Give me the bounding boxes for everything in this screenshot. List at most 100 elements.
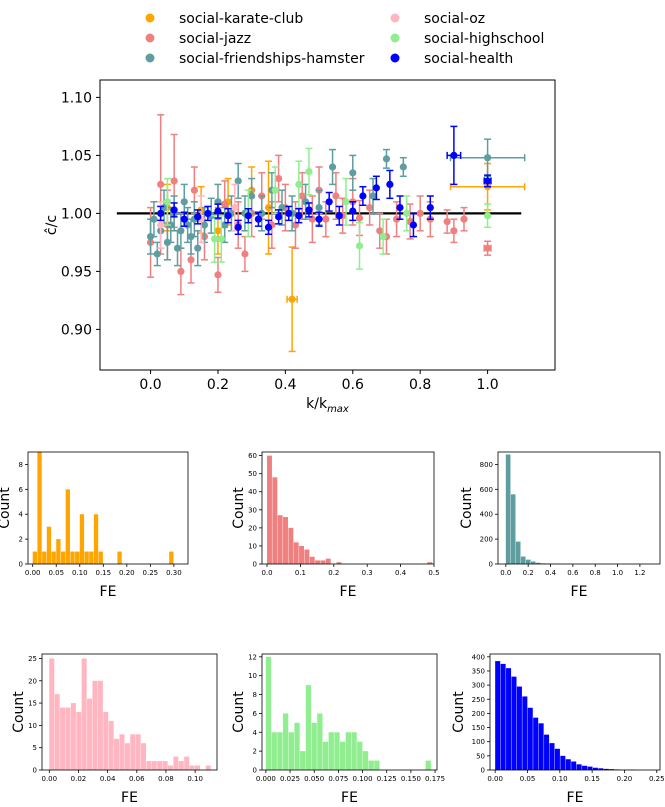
y-tick-label: 1.10: [61, 90, 92, 106]
histogram-bar: [194, 765, 200, 770]
data-point: [194, 230, 202, 267]
x-tick-label: 0.08: [158, 775, 174, 783]
marker: [379, 233, 387, 241]
histogram-bar: [565, 759, 571, 770]
y-tick-label: 0.90: [61, 322, 92, 338]
histogram-bar: [535, 562, 541, 564]
y-tick-label: 200: [480, 536, 493, 544]
data-point: [426, 195, 434, 220]
y-tick-label: 1.05: [61, 148, 92, 164]
y-tick-label: 2: [19, 536, 23, 544]
histogram-bar: [603, 768, 609, 770]
y-tick-label: 400: [472, 653, 485, 661]
histogram-bar: [288, 527, 294, 564]
y-tick-label: 5: [33, 744, 37, 752]
marker: [369, 192, 377, 200]
marker: [483, 212, 492, 220]
marker: [163, 198, 172, 206]
histogram-bar: [151, 761, 157, 770]
data-point: [416, 195, 424, 232]
histogram-bar: [317, 713, 323, 770]
data-point: [449, 138, 526, 178]
data-point: [210, 214, 219, 263]
histogram-bar: [173, 756, 179, 770]
histogram-bar: [351, 732, 357, 770]
histogram-bar: [549, 743, 555, 770]
y-tick-label: 2: [253, 748, 257, 756]
data-point: [355, 221, 364, 270]
x-tick-label: 1.0: [476, 377, 498, 393]
histogram-bar: [328, 732, 334, 770]
histogram-bar: [345, 732, 352, 770]
histogram-bar: [135, 734, 141, 770]
plot-frame: [41, 653, 218, 771]
x-tick-label: 0.00: [25, 569, 41, 577]
x-tick-label: 0.05: [520, 775, 536, 783]
histogram-bar: [283, 517, 288, 564]
data-point: [403, 195, 411, 232]
y-tick-label: 0: [481, 767, 485, 775]
histogram-bar: [500, 663, 506, 770]
marker: [372, 184, 380, 192]
marker: [180, 215, 188, 223]
x-tick-label: 0.0: [139, 377, 161, 393]
y-tick-label: 800: [480, 461, 493, 469]
legend-marker: [390, 53, 400, 63]
marker: [190, 186, 198, 194]
marker: [254, 215, 263, 223]
histogram-6: 0.00 0.05 0.10 0.15 0.20 0.25 0 50 100 150 200 250 3…: [451, 653, 665, 806]
histogram-bar: [315, 560, 321, 564]
x-tick-label: 0.10: [187, 775, 203, 783]
series-social-health: [157, 125, 492, 238]
histogram-bar: [520, 556, 526, 564]
marker: [248, 192, 256, 200]
data-point: [483, 203, 492, 229]
marker: [328, 163, 337, 171]
data-point: [322, 201, 330, 238]
histogram-bar: [340, 741, 346, 770]
data-point: [349, 201, 357, 222]
series-social-oz: [157, 183, 239, 249]
marker: [355, 214, 364, 222]
x-tick-label: 0.8: [409, 377, 431, 393]
y-axis-label: Count: [11, 691, 27, 733]
marker: [157, 180, 165, 188]
y-tick-label: 60: [248, 452, 257, 460]
marker: [275, 175, 283, 183]
marker: [483, 244, 492, 252]
histogram-1: 0.00 0.05 0.10 0.15 0.20 0.25 0.30 0 2 4 6 8 FE Count: [0, 451, 189, 600]
marker: [322, 215, 330, 223]
y-tick-label: 20: [248, 524, 257, 532]
y-tick-label: 10: [248, 542, 257, 550]
y-axis-label: Count: [451, 691, 467, 733]
histogram-bar: [42, 551, 47, 564]
marker: [214, 207, 222, 215]
legend-entry: social-jazz: [145, 31, 251, 47]
marker: [187, 256, 195, 264]
x-tick-label: 0.06: [129, 775, 145, 783]
marker: [214, 227, 222, 235]
marker: [315, 215, 323, 223]
marker: [224, 212, 232, 220]
histogram-bar: [311, 722, 317, 770]
marker: [483, 177, 492, 185]
marker: [332, 192, 340, 200]
histogram-bar: [162, 761, 168, 770]
histogram-bar: [598, 768, 604, 770]
data-point: [204, 205, 212, 222]
data-point: [197, 195, 205, 244]
histogram-bar: [130, 734, 136, 770]
histogram-bar: [427, 562, 433, 564]
histogram-bar: [75, 551, 80, 564]
x-tick-label: 0.25: [143, 569, 159, 577]
marker: [157, 221, 165, 229]
y-tick-label: 8: [253, 691, 257, 699]
x-axis-label: FE: [341, 790, 358, 806]
histogram-bar: [54, 694, 60, 770]
marker: [221, 200, 229, 208]
data-point: [483, 240, 492, 256]
y-tick-label: 0: [253, 767, 257, 775]
histogram-bar: [81, 658, 87, 770]
histogram-bar: [576, 764, 582, 770]
x-tick-label: 0.4: [274, 377, 296, 393]
